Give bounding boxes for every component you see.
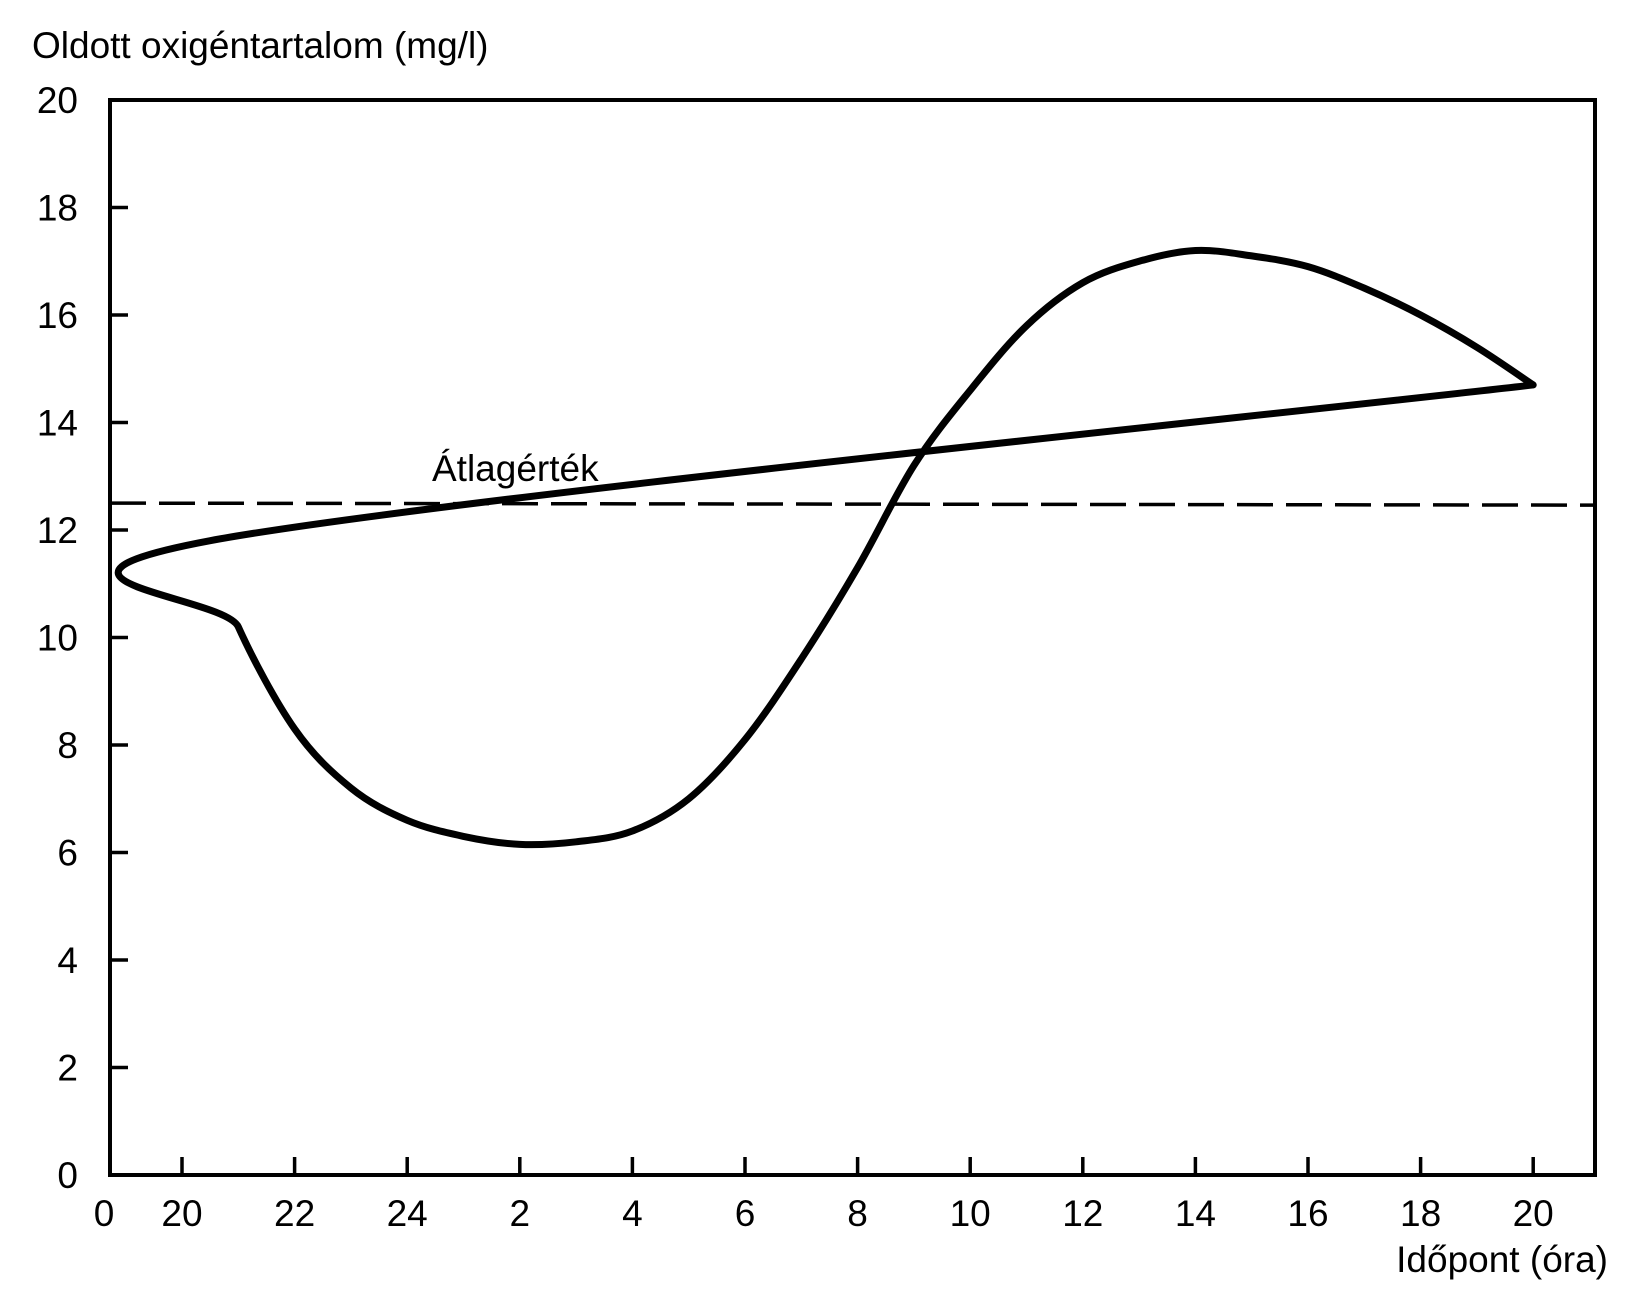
x-tick-label: 6: [735, 1193, 756, 1234]
y-axis-title: Oldott oxigéntartalom (mg/l): [32, 25, 489, 66]
x-tick-label: 22: [274, 1193, 315, 1234]
x-tick-label: 2: [510, 1193, 531, 1234]
y-tick-label: 2: [57, 1048, 78, 1089]
y-tick-label: 12: [37, 510, 78, 551]
x-tick-label: 10: [950, 1193, 991, 1234]
y-tick-label: 16: [37, 295, 78, 336]
x-axis-title: Időpont (óra): [1396, 1239, 1608, 1280]
x-tick-label: 4: [622, 1193, 643, 1234]
y-tick-label: 10: [37, 618, 78, 659]
x-origin-label: 0: [94, 1193, 115, 1234]
y-tick-label: 20: [37, 80, 78, 121]
y-tick-label: 18: [37, 188, 78, 229]
x-axis: 0 20 22 24 2 4 6 8 10 12 14 16 18 20: [94, 1157, 1554, 1234]
plot-frame: [108, 98, 1597, 1177]
y-tick-label: 8: [57, 725, 78, 766]
y-axis: 0 2 4 6 8 10 12 14 16 18 20: [37, 80, 128, 1196]
y-tick-label: 6: [57, 833, 78, 874]
x-tick-label: 16: [1287, 1193, 1328, 1234]
x-tick-label: 20: [1513, 1193, 1554, 1234]
x-tick-label: 18: [1400, 1193, 1441, 1234]
x-tick-label: 14: [1175, 1193, 1216, 1234]
y-tick-label: 0: [57, 1155, 78, 1196]
y-tick-label: 4: [57, 940, 78, 981]
x-tick-label: 24: [387, 1193, 428, 1234]
average-line: [109, 501, 1596, 507]
series-line: [114, 246, 1537, 849]
x-tick-label: 12: [1062, 1193, 1103, 1234]
x-tick-label: 20: [161, 1193, 202, 1234]
y-tick-label: 14: [37, 403, 78, 444]
average-label: Átlagérték: [432, 448, 599, 489]
x-tick-label: 8: [847, 1193, 868, 1234]
